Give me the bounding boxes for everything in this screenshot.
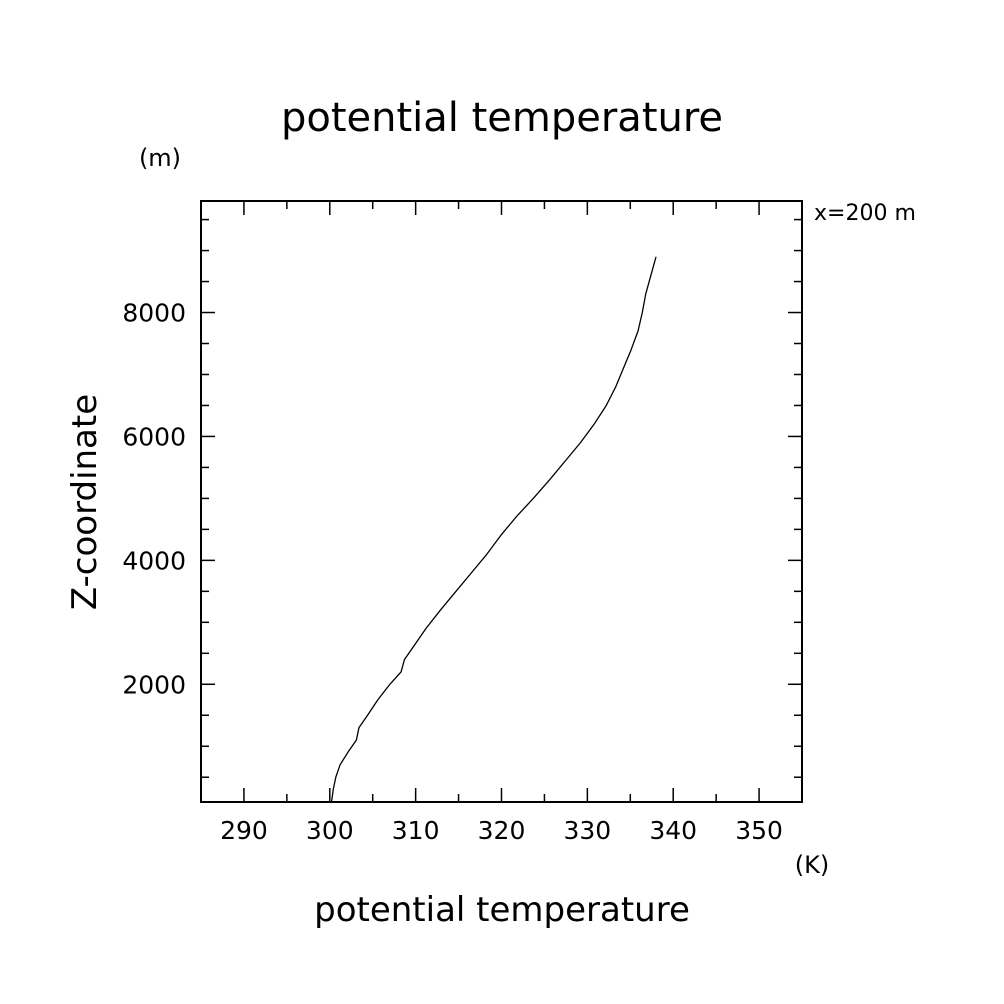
y-axis-ticks: [201, 218, 802, 778]
series-line: [330, 256, 657, 803]
x-unit-label: (K): [795, 851, 829, 879]
x-tick-label: 310: [392, 816, 440, 845]
plot-frame: [200, 200, 803, 803]
y-tick-label: 8000: [122, 299, 186, 328]
x-axis-label: potential temperature: [314, 890, 690, 930]
annotation-label: x=200 m: [814, 201, 916, 226]
y-tick-label: 6000: [122, 422, 186, 451]
y-tick-label: 4000: [122, 546, 186, 575]
x-tick-label: 350: [735, 816, 783, 845]
y-tick-labels: 2000 4000 6000 8000: [122, 299, 186, 700]
y-axis-label: Z-coordinate: [65, 394, 105, 610]
x-tick-labels: 290 300 310 320 330 340 350: [220, 816, 783, 845]
x-tick-label: 330: [563, 816, 611, 845]
y-unit-label: (m): [139, 144, 181, 172]
x-tick-label: 320: [478, 816, 526, 845]
series-lines: [330, 256, 657, 803]
x-tick-label: 300: [306, 816, 354, 845]
x-tick-label: 340: [649, 816, 697, 845]
x-axis-ticks: [200, 201, 803, 802]
y-tick-label: 2000: [122, 670, 186, 699]
x-tick-label: 290: [220, 816, 268, 845]
chart-title: potential temperature: [281, 95, 723, 141]
